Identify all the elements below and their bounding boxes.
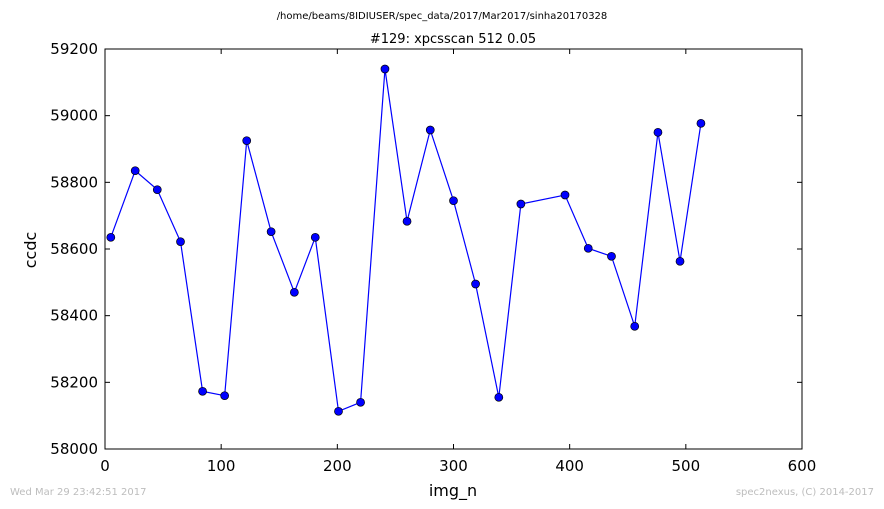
axes: 0 100 200 300 400 500 600 58000 58200 58400 58600 5… <box>50 40 816 475</box>
chart-suptitle: /home/beams/8IDIUSER/spec_data/2017/Mar2… <box>277 11 608 22</box>
chart-title: #129: xpcsscan 512 0.05 <box>370 32 536 47</box>
data-point <box>494 392 504 402</box>
data-point <box>675 256 685 266</box>
data-point <box>130 166 140 176</box>
data-point <box>402 216 412 226</box>
series-line-0 <box>110 68 702 413</box>
x-tick-label: 100 <box>207 457 236 475</box>
footer-credit: spec2nexus, (C) 2014-2017 <box>735 487 874 498</box>
x-tick-label: 0 <box>100 457 110 475</box>
x-tick-label: 400 <box>555 457 584 475</box>
data-point <box>198 386 207 396</box>
data-point <box>425 125 435 135</box>
y-tick-label: 58800 <box>50 173 98 191</box>
data-point <box>334 406 343 416</box>
y-tick-label: 58400 <box>50 307 98 325</box>
data-point <box>176 237 185 247</box>
y-tick-label: 59000 <box>50 107 98 125</box>
data-point <box>152 185 162 195</box>
y-tick-label: 59200 <box>50 40 98 58</box>
x-tick-label: 500 <box>672 457 701 475</box>
data-point <box>220 391 230 401</box>
y-tick-label: 58000 <box>50 440 98 458</box>
data-point <box>290 287 299 297</box>
data-point <box>449 196 458 206</box>
y-tick-label: 58200 <box>50 373 98 391</box>
plot-frame <box>104 48 803 450</box>
x-tick-label: 300 <box>439 457 468 475</box>
x-tick-label: 200 <box>323 457 352 475</box>
data-point <box>380 64 390 74</box>
data-point <box>696 118 706 128</box>
x-tick-label: 600 <box>788 457 817 475</box>
data-point <box>607 251 616 261</box>
data-point <box>630 321 640 331</box>
y-tick-label: 58600 <box>50 240 98 258</box>
footer-timestamp: Wed Mar 29 23:42:51 2017 <box>10 487 147 498</box>
data-point <box>583 243 593 253</box>
data-point <box>310 232 320 242</box>
data-point <box>560 190 570 200</box>
data-point <box>106 232 116 242</box>
plot-area <box>106 64 706 416</box>
data-point <box>471 279 480 289</box>
data-point <box>242 136 252 146</box>
x-axis-label: img_n <box>429 481 477 501</box>
y-axis-label: ccdc <box>21 232 40 269</box>
data-point <box>266 227 276 237</box>
data-point <box>356 397 365 407</box>
data-point <box>516 199 526 209</box>
data-point <box>653 127 663 137</box>
